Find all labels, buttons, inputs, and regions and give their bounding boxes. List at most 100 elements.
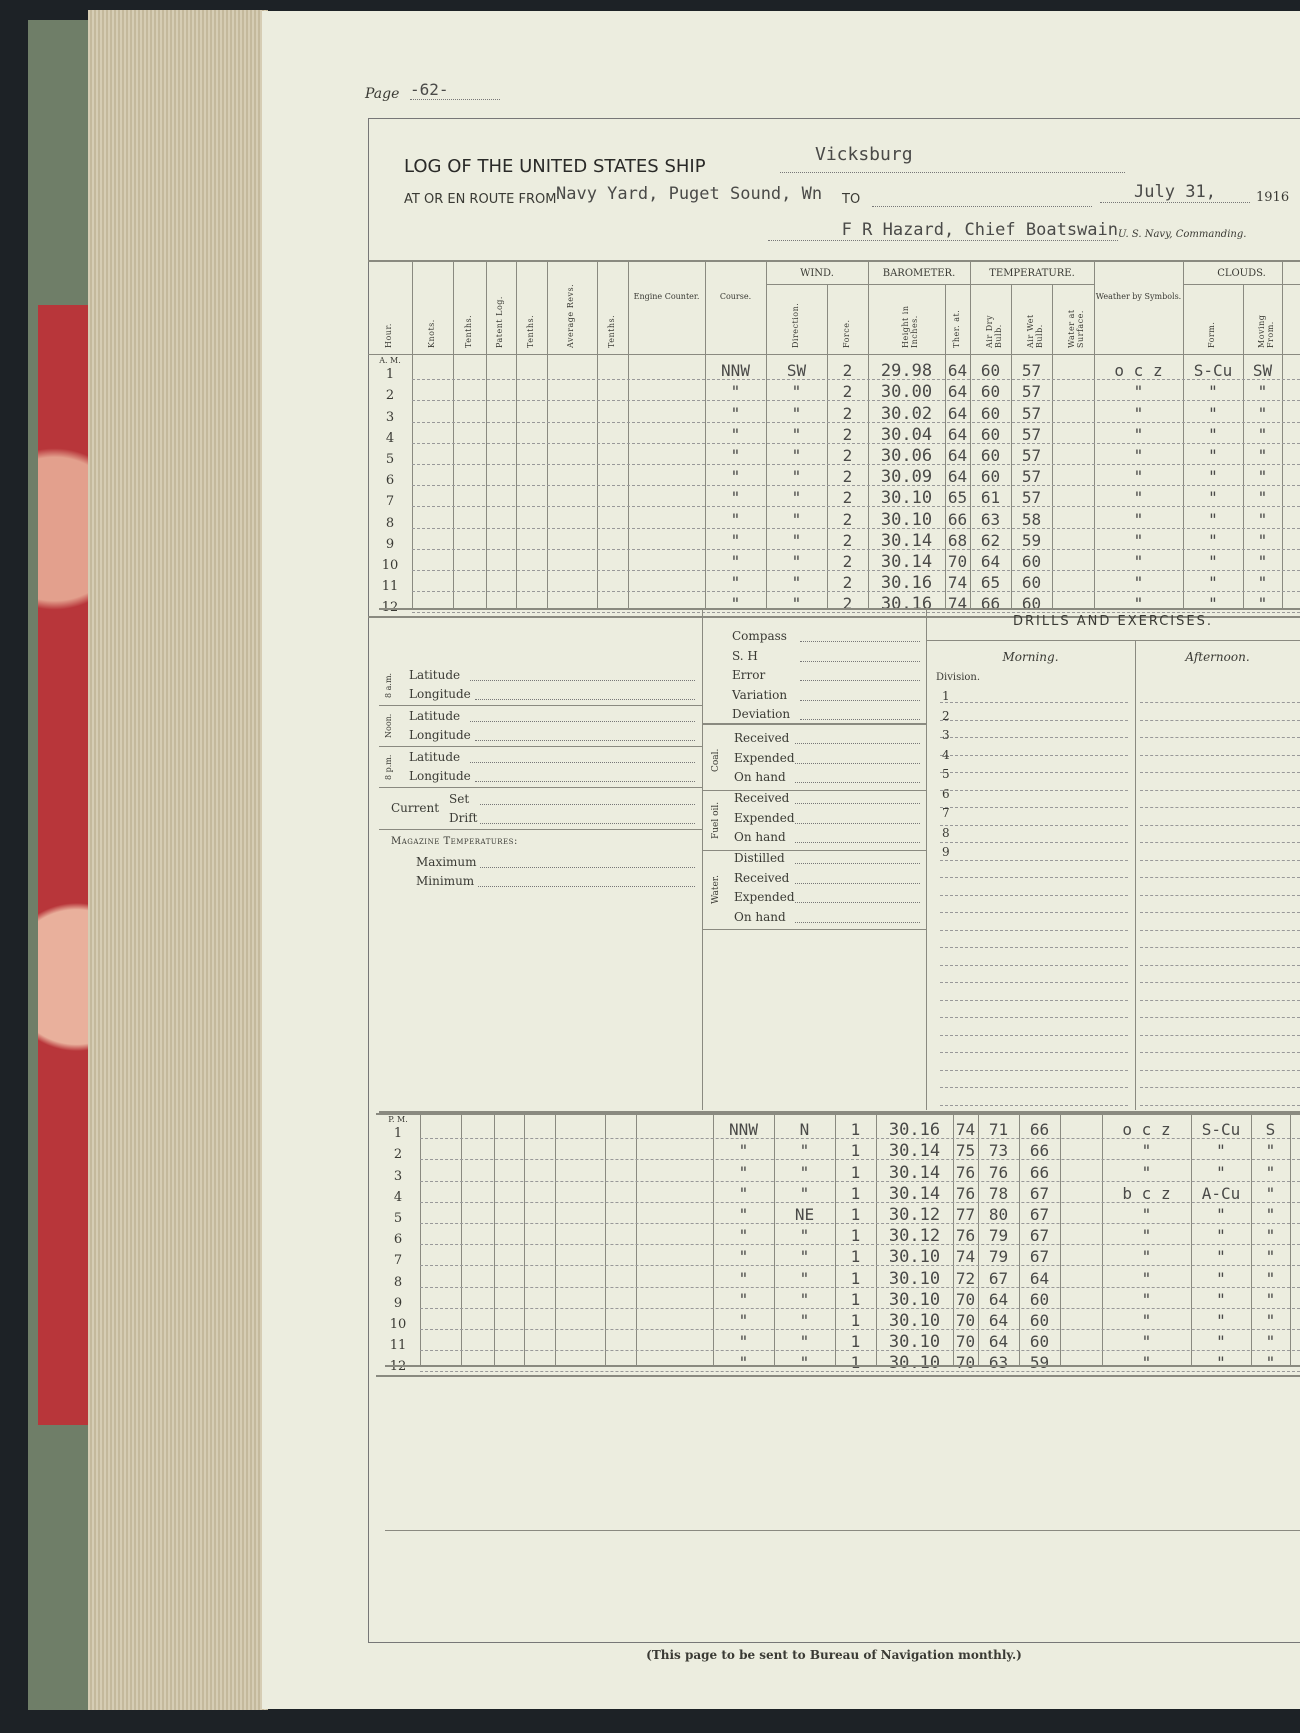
column-header: Moving From. bbox=[1256, 314, 1275, 348]
table-cell: 64 bbox=[947, 446, 968, 465]
table-cell: 64 bbox=[988, 1332, 1009, 1352]
table-cell: " bbox=[1141, 1289, 1152, 1309]
group-header-wind: WIND. bbox=[800, 268, 834, 279]
route-to-label: to bbox=[842, 192, 861, 207]
row-rule bbox=[412, 400, 1300, 402]
table-cell: " bbox=[1216, 1162, 1226, 1182]
table-cell: " bbox=[1216, 1141, 1226, 1161]
table-cell: 29.98 bbox=[880, 361, 933, 382]
morning-line bbox=[940, 964, 1128, 966]
fuel-item-label: Received bbox=[734, 791, 790, 805]
table-cell: " bbox=[1257, 382, 1268, 402]
table-cell: 57 bbox=[1021, 467, 1042, 487]
hour-label: 6 bbox=[385, 473, 395, 489]
table-cell: 66 bbox=[980, 594, 1001, 614]
latitude-field bbox=[470, 721, 695, 722]
column-header: Force. bbox=[841, 319, 851, 348]
column-rule bbox=[636, 1113, 637, 1368]
fuel-item-field bbox=[795, 803, 920, 804]
column-rule bbox=[524, 1113, 525, 1368]
table-cell: 64 bbox=[947, 361, 968, 381]
table-cell: 30.14 bbox=[888, 1183, 941, 1204]
table-cell: " bbox=[791, 594, 802, 614]
table-cell: " bbox=[799, 1141, 810, 1161]
row-rule bbox=[420, 1159, 1300, 1161]
afternoon-line bbox=[1140, 1052, 1300, 1053]
table-cell: 30.10 bbox=[888, 1268, 941, 1289]
table-cell: b c z bbox=[1122, 1183, 1171, 1203]
drills-division: Division. bbox=[936, 672, 981, 683]
row-rule bbox=[412, 506, 1300, 508]
table-cell: A-Cu bbox=[1201, 1183, 1241, 1203]
table-cell: 57 bbox=[1021, 382, 1042, 402]
table-cell: " bbox=[791, 509, 802, 529]
divider bbox=[702, 849, 926, 851]
column-rule bbox=[713, 1113, 714, 1368]
table-cell: 79 bbox=[988, 1247, 1009, 1267]
drift-field bbox=[480, 823, 695, 824]
table-cell: " bbox=[1216, 1205, 1226, 1224]
table-bottom-rule bbox=[368, 616, 1300, 619]
set-field bbox=[480, 804, 695, 805]
column-rule bbox=[1183, 260, 1184, 609]
maximum-label: Maximum bbox=[416, 855, 477, 869]
row-rule bbox=[420, 1180, 1300, 1182]
table-cell: 63 bbox=[988, 1353, 1009, 1373]
table-cell: 2 bbox=[842, 424, 853, 444]
table-cell: " bbox=[1133, 552, 1144, 571]
column-rule bbox=[835, 1113, 836, 1368]
compass-item-field bbox=[800, 641, 920, 642]
table-cell: " bbox=[738, 1289, 749, 1309]
table-cell: 2 bbox=[842, 594, 853, 614]
group-header-temperature: TEMPERATURE. bbox=[989, 268, 1075, 279]
water-item-field bbox=[795, 902, 920, 903]
divider bbox=[379, 705, 702, 706]
divider bbox=[379, 787, 702, 788]
table-cell: 60 bbox=[980, 467, 1001, 487]
table-cell: 71 bbox=[988, 1120, 1009, 1140]
period-label: P. M. bbox=[388, 1115, 408, 1124]
column-header: Average Revs. bbox=[566, 283, 575, 348]
morning-line bbox=[940, 842, 1128, 843]
table-cell: " bbox=[1265, 1311, 1276, 1330]
column-rule bbox=[945, 284, 946, 609]
divider bbox=[379, 746, 702, 747]
table-cell: " bbox=[1133, 573, 1144, 593]
table-cell: " bbox=[1257, 403, 1268, 423]
table-cell: " bbox=[1265, 1289, 1276, 1309]
divider bbox=[379, 829, 702, 830]
table-cell: " bbox=[799, 1311, 810, 1330]
table-cell: " bbox=[1265, 1247, 1276, 1267]
fuel-item-label: On hand bbox=[734, 830, 786, 844]
table-cell: " bbox=[730, 424, 741, 444]
afternoon-line bbox=[1140, 877, 1300, 878]
table-cell: 74 bbox=[955, 1120, 976, 1140]
table-cell: 65 bbox=[980, 573, 1001, 593]
table-cell: 30.10 bbox=[888, 1311, 941, 1331]
column-header: Tenths. bbox=[525, 314, 535, 348]
longitude-label: Longitude bbox=[409, 728, 471, 742]
table-cell: 1 bbox=[850, 1205, 861, 1224]
table-cell: " bbox=[738, 1141, 749, 1161]
table-cell: " bbox=[730, 552, 741, 571]
hour-label: 4 bbox=[385, 430, 395, 446]
hour-label: 7 bbox=[393, 1253, 403, 1269]
column-rule bbox=[1290, 1113, 1291, 1368]
table-cell: 60 bbox=[980, 446, 1001, 465]
year: 1916 bbox=[1256, 190, 1290, 205]
afternoon-line bbox=[1140, 719, 1300, 721]
table-cell: 66 bbox=[1029, 1141, 1050, 1161]
route-from: Navy Yard, Puget Sound, Wn bbox=[556, 184, 823, 204]
morning-line bbox=[940, 912, 1128, 913]
table-cell: 1 bbox=[850, 1141, 861, 1161]
table-cell: 64 bbox=[947, 382, 968, 402]
water-item-label: Expended bbox=[734, 890, 795, 904]
table-cell: 59 bbox=[1021, 530, 1042, 550]
table-cell: " bbox=[1265, 1353, 1276, 1373]
table-cell: " bbox=[730, 594, 741, 614]
table-cell: 74 bbox=[947, 573, 968, 593]
division-number: 4 bbox=[942, 747, 950, 762]
hour-label: 7 bbox=[385, 494, 395, 510]
page-edges bbox=[88, 10, 268, 1710]
table-cell: " bbox=[1208, 573, 1218, 593]
